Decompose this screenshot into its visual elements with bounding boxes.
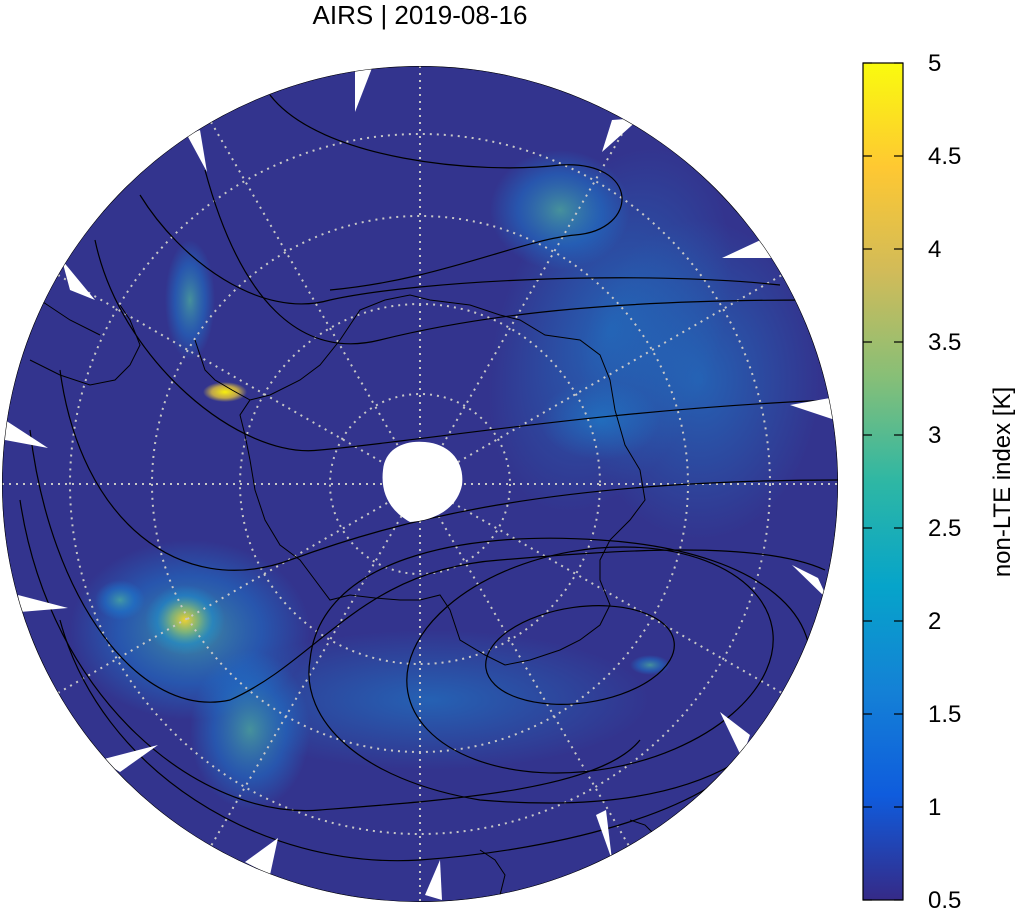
enhancement-ring-south [210, 630, 650, 770]
contour-line [204, 169, 811, 345]
colorbar-label: non-LTE index [K] [989, 387, 1016, 577]
antarctic-peninsula [194, 339, 251, 401]
enhancement-southwest-core [145, 585, 225, 655]
colorbar-tick-label: 2.5 [928, 515, 961, 542]
enhancement-ring-north [490, 150, 630, 270]
enhancement-southeast [630, 655, 670, 675]
contour-line [406, 546, 774, 774]
geopotential-contours [19, 94, 838, 862]
colorbar-tick-label: 2 [928, 608, 941, 635]
colorbar: 5 4.5 4 3.5 3 2.5 2 1.5 1 0.5 non-LTE index [K] [862, 50, 1016, 913]
orbit-gap [720, 712, 750, 758]
contour-line [19, 499, 641, 812]
colorbar-tick-label: 4.5 [928, 143, 961, 170]
orbit-gap [5, 420, 48, 448]
latitude-circle [69, 133, 771, 835]
polar-map [2, 66, 838, 902]
colorbar-tick-label: 3.5 [928, 329, 961, 356]
orbit-gap [100, 745, 158, 772]
antarctica-coastline [239, 294, 646, 666]
figure-title: AIRS | 2019-08-16 [313, 0, 528, 30]
enhancement-south-arc [190, 650, 310, 810]
colorbar-tick-label: 5 [928, 50, 941, 77]
orbit-gap [790, 398, 835, 420]
orbit-gap [596, 810, 612, 860]
orbit-gap [425, 860, 442, 900]
contour-line [269, 94, 623, 291]
contour-line [94, 239, 831, 452]
orbit-gap [245, 838, 278, 875]
contour-line [139, 194, 781, 305]
polar-data-hole [382, 441, 463, 522]
colorbar-tick-label: 1.5 [928, 701, 961, 728]
colorbar-ticks: 5 4.5 4 3.5 3 2.5 2 1.5 1 0.5 [863, 50, 961, 913]
south-america-coast [29, 299, 141, 386]
enhancement-ring-northeast [580, 220, 820, 540]
colorbar-scale [862, 62, 904, 901]
orbit-gap [602, 118, 640, 152]
contour-line [59, 369, 838, 571]
orbit-gap [355, 68, 372, 112]
orbit-gap [792, 565, 828, 600]
enhancement-southwest-low [95, 580, 145, 620]
enhancement-peninsula [203, 382, 247, 402]
enhancement-west [165, 240, 215, 360]
colorbar-tick-label: 0.5 [928, 887, 961, 913]
colorbar-tick-label: 1 [928, 794, 941, 821]
orbit-gap [187, 130, 207, 172]
enhancement-east [540, 380, 660, 460]
contour-line [59, 619, 761, 862]
orbit-gap [62, 260, 95, 300]
colorbar-tick-label: 3 [928, 422, 941, 449]
latitude-circle [329, 393, 511, 575]
orbit-gap [18, 595, 68, 612]
colorbar-tick-label: 4 [928, 236, 941, 263]
contour-line [485, 605, 675, 705]
data-gaps [5, 68, 835, 900]
